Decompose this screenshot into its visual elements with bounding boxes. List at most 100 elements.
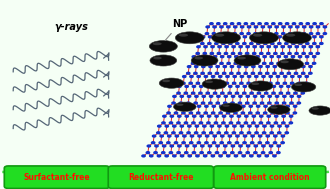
Circle shape: [190, 135, 194, 137]
Circle shape: [180, 95, 183, 97]
Circle shape: [309, 66, 312, 68]
Circle shape: [208, 152, 211, 153]
Circle shape: [292, 23, 296, 25]
Circle shape: [178, 145, 181, 147]
Circle shape: [230, 72, 233, 74]
Circle shape: [228, 56, 231, 58]
Circle shape: [297, 102, 301, 104]
Circle shape: [247, 33, 250, 34]
Circle shape: [284, 56, 287, 58]
Circle shape: [254, 33, 257, 34]
Circle shape: [250, 43, 253, 44]
Ellipse shape: [194, 57, 203, 59]
Circle shape: [269, 145, 273, 147]
Circle shape: [225, 82, 229, 84]
Circle shape: [259, 122, 263, 124]
Circle shape: [240, 125, 244, 127]
Circle shape: [309, 33, 313, 34]
Circle shape: [294, 92, 297, 94]
Circle shape: [267, 122, 270, 124]
Circle shape: [184, 92, 187, 94]
Circle shape: [182, 142, 185, 144]
Circle shape: [295, 53, 298, 54]
Circle shape: [278, 125, 281, 127]
Circle shape: [302, 33, 306, 34]
Circle shape: [178, 86, 181, 87]
Circle shape: [215, 43, 218, 44]
Circle shape: [264, 105, 267, 107]
Ellipse shape: [149, 40, 178, 52]
Circle shape: [257, 43, 260, 44]
Circle shape: [227, 62, 230, 64]
Circle shape: [224, 95, 227, 97]
Circle shape: [294, 86, 297, 87]
Circle shape: [219, 105, 223, 107]
Circle shape: [275, 33, 278, 34]
Circle shape: [284, 62, 287, 64]
Circle shape: [182, 105, 186, 107]
Circle shape: [265, 92, 268, 94]
Circle shape: [250, 86, 254, 87]
Circle shape: [242, 155, 245, 157]
Circle shape: [273, 66, 277, 68]
Circle shape: [219, 112, 222, 114]
Circle shape: [154, 152, 157, 153]
Circle shape: [283, 95, 286, 97]
Circle shape: [206, 135, 209, 137]
Circle shape: [299, 36, 302, 38]
Circle shape: [238, 102, 242, 104]
Circle shape: [273, 142, 277, 144]
Circle shape: [252, 53, 256, 54]
Circle shape: [217, 53, 220, 54]
Circle shape: [270, 132, 273, 134]
Circle shape: [201, 102, 205, 104]
Circle shape: [295, 66, 298, 68]
Circle shape: [210, 132, 213, 134]
Ellipse shape: [270, 106, 278, 109]
Circle shape: [275, 115, 278, 117]
Circle shape: [174, 112, 178, 114]
Circle shape: [281, 46, 284, 48]
Circle shape: [316, 26, 320, 28]
Circle shape: [151, 142, 155, 144]
Circle shape: [303, 26, 306, 28]
Circle shape: [260, 53, 263, 54]
Circle shape: [313, 23, 316, 25]
Circle shape: [245, 66, 248, 68]
Circle shape: [285, 36, 288, 38]
Circle shape: [243, 142, 246, 144]
Circle shape: [266, 72, 269, 74]
Circle shape: [267, 46, 270, 48]
Circle shape: [270, 125, 274, 127]
Circle shape: [243, 43, 246, 44]
Circle shape: [204, 76, 208, 77]
Circle shape: [188, 155, 191, 157]
Circle shape: [213, 62, 216, 64]
Circle shape: [157, 155, 161, 157]
Circle shape: [316, 53, 319, 54]
Circle shape: [167, 112, 170, 114]
Circle shape: [215, 115, 218, 117]
Circle shape: [182, 112, 185, 114]
Circle shape: [210, 53, 214, 54]
Circle shape: [313, 62, 316, 64]
Ellipse shape: [179, 34, 188, 37]
Circle shape: [320, 23, 323, 25]
Circle shape: [172, 102, 175, 104]
Circle shape: [278, 43, 281, 44]
Circle shape: [279, 105, 282, 107]
Circle shape: [246, 102, 249, 104]
Circle shape: [265, 86, 268, 87]
Circle shape: [157, 132, 160, 134]
Circle shape: [259, 66, 262, 68]
Circle shape: [221, 92, 224, 94]
Circle shape: [209, 36, 212, 38]
Circle shape: [233, 125, 236, 127]
Circle shape: [305, 76, 308, 77]
Circle shape: [289, 115, 293, 117]
Circle shape: [202, 95, 205, 97]
Circle shape: [228, 135, 232, 137]
Circle shape: [296, 26, 299, 28]
Circle shape: [221, 135, 224, 137]
Circle shape: [212, 105, 215, 107]
